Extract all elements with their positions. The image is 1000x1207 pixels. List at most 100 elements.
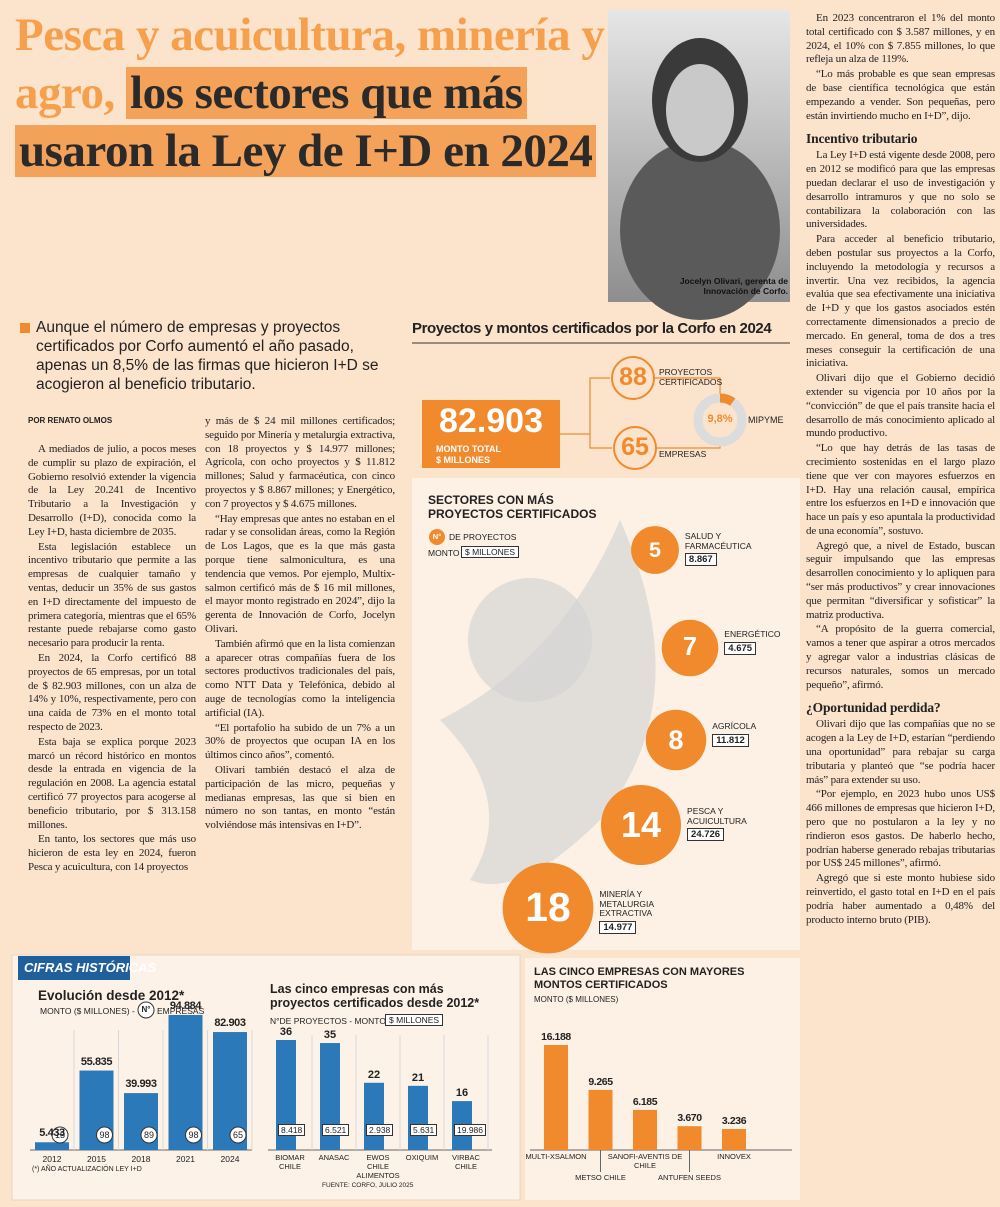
value-label: 55.835 (80, 1055, 113, 1068)
value-label: 3.670 (677, 1112, 702, 1125)
paragraph: “Lo que hay detrás de las tasas de creci… (806, 442, 995, 537)
count-label: 98 (188, 1130, 199, 1140)
mipyme-value: 9,8% (707, 413, 733, 425)
paragraph: En 2023 concentraron el 1% del monto tot… (806, 12, 995, 66)
total-value: 82.903 (439, 402, 543, 440)
legend-entry: EMPRESAS (157, 1006, 205, 1016)
companies-label: EMPRESAS (659, 449, 707, 459)
count-badge (96, 1126, 113, 1144)
x-tick-label: 2015 (87, 1154, 106, 1164)
count-badge (140, 1126, 158, 1144)
sector-bubble (631, 526, 679, 574)
sector-name: SALUD Y FARMACÉUTICA (684, 531, 752, 551)
x-tick-label: ANTUFEN SEEDS (658, 1173, 721, 1182)
sector-bubble (645, 709, 707, 771)
paragraph: Agregó que si este monto hubiese sido re… (806, 872, 995, 926)
projects-count: 88 (619, 363, 647, 391)
value-label: 16 (455, 1087, 469, 1100)
paragraph: “El portafolio ha subido de un 7% a un 3… (205, 721, 395, 762)
legend-badge (429, 529, 445, 545)
sector-name: MINERÍA Y METALURGIA EXTRACTIVA (599, 889, 654, 918)
amount-label: 6.521 (322, 1124, 350, 1136)
count-label: 15 (54, 1130, 65, 1140)
subhead: ¿Oportunidad perdida? (806, 700, 941, 716)
bar (35, 1142, 69, 1150)
historic-tab (18, 956, 130, 980)
headline-highlight: Pesca y acuicultura, minería y agro, (15, 9, 605, 119)
sector-name: ENERGÉTICO (724, 629, 781, 639)
x-tick-label: ANASAC (318, 1153, 350, 1162)
bar (320, 1043, 340, 1150)
x-tick-label: 2021 (176, 1154, 195, 1164)
column: A mediados de julio, a pocos meses de cu… (28, 443, 196, 938)
sector-amount: 24.726 (687, 828, 725, 841)
decor-body (440, 520, 656, 884)
count-badge (51, 1126, 69, 1144)
x-tick-label: MULTI-XSALMON (525, 1152, 587, 1161)
legend-projects: DE PROYECTOS (449, 532, 517, 542)
paragraph: A mediados de julio, a pocos meses de cu… (28, 443, 196, 538)
bar (364, 1082, 384, 1150)
x-tick-label: METSO CHILE (575, 1173, 626, 1182)
bar (722, 1129, 746, 1150)
total-box (422, 400, 560, 468)
sector-name: PESCA Y ACUICULTURA (687, 806, 747, 826)
sector-bubble (661, 619, 719, 677)
bar (544, 1045, 568, 1150)
sector-amount: 14.977 (599, 920, 637, 934)
photo-face (666, 64, 734, 156)
sector-amount: 8.867 (684, 553, 717, 566)
bar (633, 1109, 657, 1150)
value-label: 82.903 (214, 1017, 246, 1030)
value-label: 94.884 (169, 1000, 202, 1012)
value-label: 21 (411, 1071, 425, 1084)
photo-figure (620, 140, 780, 320)
x-tick-label: VIRBAC CHILE (452, 1153, 480, 1171)
lead: Aunque el número de empresas y proyectos… (36, 319, 379, 393)
infographic-title: Proyectos y montos certificados por la C… (412, 320, 772, 337)
value-label: 9.265 (588, 1075, 613, 1088)
amount-label: 5.631 (410, 1124, 438, 1136)
paragraph: En tanto, los sectores que más uso hicie… (28, 833, 196, 873)
legend-entry: N°DE PROYECTOS - MONTO (270, 1016, 386, 1026)
companies-count: 65 (621, 433, 649, 461)
paragraph: Olivari dijo que el Gobierno decidió ext… (806, 372, 995, 440)
historic-title: CIFRAS HISTÓRICAS (24, 960, 157, 975)
chart-title: LAS CINCO EMPRESAS CON MAYORES MONTOS CE… (534, 966, 745, 991)
chart-subtitle: MONTO ($ MILLONES) (534, 995, 619, 1004)
legend-badge-text: N° (432, 532, 442, 541)
count-label: 89 (143, 1130, 154, 1140)
amount-label: 8.418 (278, 1124, 306, 1136)
paragraph: En 2024, la Corfo certificó 88 proyectos… (28, 651, 196, 733)
legend-entry: $ MILLONES (385, 1014, 444, 1026)
count-label: 65 (232, 1130, 243, 1140)
sector-count: 5 (649, 537, 661, 562)
paragraph: “Lo más probable es que sean empresas de… (806, 68, 995, 122)
x-tick-label: 2018 (131, 1154, 151, 1164)
value-label: 5.433 (39, 1127, 65, 1140)
paragraph: También afirmó que en la lista comienzan… (205, 637, 395, 719)
sector-name: AGRÍCOLA (712, 721, 757, 731)
companies-ring (613, 426, 657, 470)
donut-arc (719, 393, 736, 406)
paragraph: “Por ejemplo, en 2023 hubo unos US$ 466 … (806, 788, 995, 870)
connectors (560, 377, 721, 449)
value-label: 16.188 (541, 1031, 571, 1043)
value-label: 35 (323, 1029, 337, 1042)
companies-panel (525, 958, 800, 1200)
count-label: 98 (99, 1130, 110, 1140)
column: En 2023 concentraron el 1% del monto tot… (806, 12, 995, 1204)
paragraph: Esta legislación establece un incentivo … (28, 540, 196, 650)
mipyme-label: MIPYME (748, 415, 784, 425)
subhead: Incentivo tributario (806, 131, 918, 147)
x-tick-label: SANOFI-AVENTIS DE CHILE (607, 1152, 683, 1170)
projects-label: PROYECTOS CERTIFICADOS (659, 367, 723, 387)
sector-amount: 4.675 (724, 641, 757, 655)
paragraph: “Hay empresas que antes no estaban en el… (205, 512, 395, 635)
chart-title: Evolución desde 2012* (38, 988, 185, 1003)
legend-entry: MONTO ($ MILLONES) - (40, 1006, 135, 1016)
x-tick-label: INNOVEX (717, 1152, 751, 1161)
x-tick-label: OXIQUIM (405, 1153, 439, 1162)
amount-label: 19.986 (454, 1124, 486, 1136)
